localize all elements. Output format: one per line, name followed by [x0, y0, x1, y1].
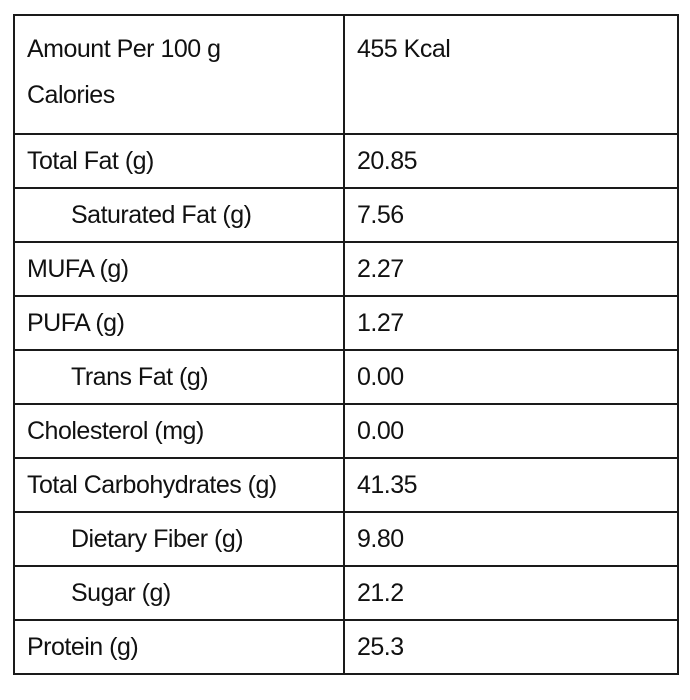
table-row: Total Fat (g) 20.85: [13, 133, 679, 189]
table-row: Trans Fat (g) 0.00: [13, 349, 679, 405]
value-cell: 455 Kcal: [343, 14, 679, 135]
value-cell: 2.27: [343, 241, 679, 297]
table-row: Cholesterol (mg) 0.00: [13, 403, 679, 459]
label-cell: PUFA (g): [13, 295, 345, 351]
table-row: Protein (g) 25.3: [13, 619, 679, 675]
table-row: Dietary Fiber (g) 9.80: [13, 511, 679, 567]
label-cell: Total Fat (g): [13, 133, 345, 189]
label-cell: Saturated Fat (g): [13, 187, 345, 243]
value-cell: 41.35: [343, 457, 679, 513]
table-row: Amount Per 100 g Calories 455 Kcal: [13, 14, 679, 135]
value-cell: 0.00: [343, 403, 679, 459]
label-cell: Trans Fat (g): [13, 349, 345, 405]
value-text: 455 Kcal: [357, 35, 451, 63]
label-cell: Protein (g): [13, 619, 345, 675]
table-row: PUFA (g) 1.27: [13, 295, 679, 351]
value-cell: 9.80: [343, 511, 679, 567]
label-line: Amount Per 100 g: [27, 35, 221, 63]
value-cell: 20.85: [343, 133, 679, 189]
value-cell: 1.27: [343, 295, 679, 351]
value-cell: 25.3: [343, 619, 679, 675]
value-cell: 7.56: [343, 187, 679, 243]
label-cell: Sugar (g): [13, 565, 345, 621]
table-row: Total Carbohydrates (g) 41.35: [13, 457, 679, 513]
value-cell: 21.2: [343, 565, 679, 621]
table-row: MUFA (g) 2.27: [13, 241, 679, 297]
label-line: Calories: [27, 81, 115, 109]
nutrition-table: Amount Per 100 g Calories 455 Kcal Total…: [13, 14, 679, 675]
nutrition-table-wrap: Amount Per 100 g Calories 455 Kcal Total…: [13, 14, 679, 675]
label-cell: Cholesterol (mg): [13, 403, 345, 459]
label-cell: Dietary Fiber (g): [13, 511, 345, 567]
label-cell: MUFA (g): [13, 241, 345, 297]
table-row: Sugar (g) 21.2: [13, 565, 679, 621]
value-cell: 0.00: [343, 349, 679, 405]
label-cell: Amount Per 100 g Calories: [13, 14, 345, 135]
label-cell: Total Carbohydrates (g): [13, 457, 345, 513]
table-row: Saturated Fat (g) 7.56: [13, 187, 679, 243]
